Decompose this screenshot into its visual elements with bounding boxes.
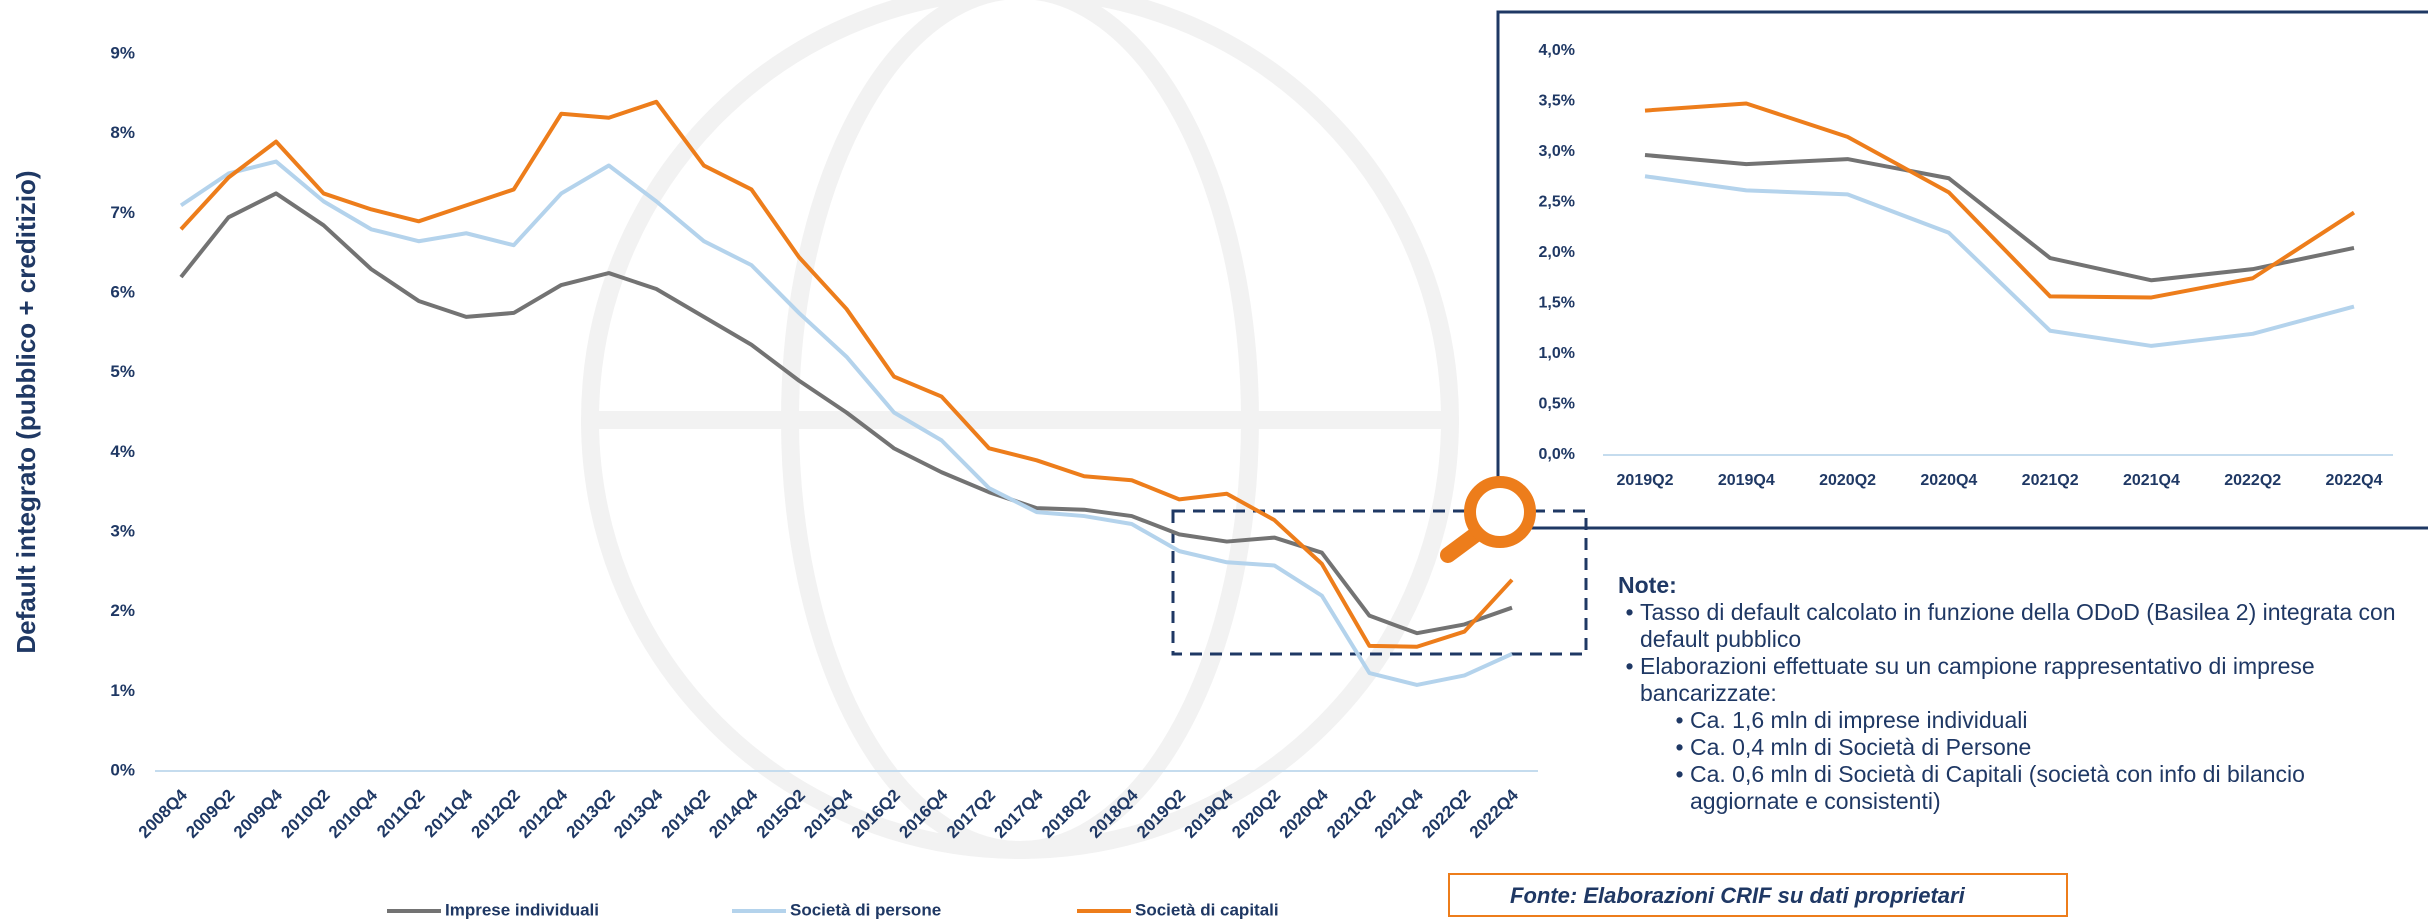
note-text: Tasso di default calcolato in funzione d… [1640, 599, 2396, 652]
notes-list: Tasso di default calcolato in funzione d… [1618, 599, 2398, 815]
y-tick-label: 4,0% [1539, 42, 1575, 59]
x-tick-label: 2021Q4 [2123, 472, 2180, 489]
y-tick-label: 0% [110, 760, 135, 779]
y-tick-label: 1,0% [1539, 345, 1575, 362]
x-tick-label: 2020Q4 [1276, 785, 1333, 842]
x-tick-label: 2011Q2 [373, 786, 429, 842]
x-tick-label: 2015Q2 [753, 786, 809, 842]
x-tick-label: 2017Q4 [990, 785, 1047, 842]
x-tick-label: 2012Q4 [515, 785, 572, 842]
note-subitem: Ca. 0,6 mln di Società di Capitali (soci… [1690, 761, 2398, 815]
source: Fonte: Elaborazioni CRIF su dati proprie… [1448, 873, 2068, 917]
y-tick-label: 5% [110, 362, 135, 381]
legend-label: Imprese individuali [445, 900, 599, 919]
x-tick-label: 2022Q4 [2326, 472, 2383, 489]
x-tick-label: 2019Q2 [1617, 472, 1674, 489]
x-tick-label: 2010Q2 [277, 786, 333, 842]
notes: Note:Tasso di default calcolato in funzi… [1618, 572, 2398, 815]
x-tick-label: 2013Q2 [563, 786, 619, 842]
y-tick-label: 3,0% [1539, 143, 1575, 160]
x-tick-label: 2014Q4 [705, 785, 762, 842]
inset-frame [1498, 12, 2428, 528]
x-tick-label: 2011Q4 [421, 785, 477, 841]
x-tick-label: 2008Q4 [135, 785, 192, 842]
watermark [590, 0, 1450, 850]
legend-label: Società di capitali [1135, 900, 1279, 919]
x-tick-label: 2009Q2 [182, 786, 238, 842]
x-tick-label: 2020Q2 [1819, 472, 1876, 489]
y-tick-label: 4% [110, 442, 135, 461]
x-tick-label: 2020Q4 [1920, 472, 1977, 489]
x-tick-label: 2012Q2 [468, 786, 524, 842]
x-tick-label: 2022Q4 [1466, 785, 1523, 842]
legend-label: Società di persone [790, 900, 941, 919]
y-tick-label: 0,5% [1539, 396, 1575, 413]
note-item: Elaborazioni effettuate su un campione r… [1640, 653, 2398, 815]
x-tick-label: 2010Q4 [325, 785, 382, 842]
x-tick-label: 2021Q2 [1323, 786, 1379, 842]
y-tick-label: 8% [110, 123, 135, 142]
x-tick-label: 2021Q2 [2022, 472, 2079, 489]
notes-title: Note: [1618, 572, 2398, 599]
y-tick-label: 3% [110, 521, 135, 540]
note-text: Elaborazioni effettuate su un campione r… [1640, 653, 2315, 706]
x-tick-label: 2022Q2 [1418, 786, 1474, 842]
magnifier [1448, 482, 1530, 555]
y-tick-label: 6% [110, 282, 135, 301]
y-tick-label: 2% [110, 601, 135, 620]
y-tick-label: 3,5% [1539, 93, 1575, 110]
series-line [181, 102, 1512, 647]
x-tick-label: 2021Q4 [1371, 785, 1428, 842]
y-axis-title: Default integrato (pubblico + creditizio… [11, 170, 41, 653]
y-tick-label: 2,0% [1539, 244, 1575, 261]
page: Default integrato (pubblico + creditizio… [0, 0, 2428, 921]
note-item: Tasso di default calcolato in funzione d… [1640, 599, 2398, 653]
y-tick-label: 1% [110, 681, 135, 700]
x-tick-label: 2019Q4 [1718, 472, 1775, 489]
x-tick-label: 2009Q4 [230, 785, 287, 842]
x-tick-label: 2022Q2 [2224, 472, 2281, 489]
note-subitem: Ca. 0,4 mln di Società di Persone [1690, 734, 2398, 761]
x-tick-label: 2014Q2 [658, 786, 714, 842]
y-tick-label: 2,5% [1539, 194, 1575, 211]
note-sublist: Ca. 1,6 mln di imprese individualiCa. 0,… [1640, 707, 2398, 815]
y-tick-label: 9% [110, 43, 135, 62]
x-tick-label: 2013Q4 [610, 785, 667, 842]
y-tick-label: 1,5% [1539, 295, 1575, 312]
y-tick-label: 0,0% [1539, 446, 1575, 463]
y-tick-label: 7% [110, 203, 135, 222]
note-subitem: Ca. 1,6 mln di imprese individuali [1690, 707, 2398, 734]
